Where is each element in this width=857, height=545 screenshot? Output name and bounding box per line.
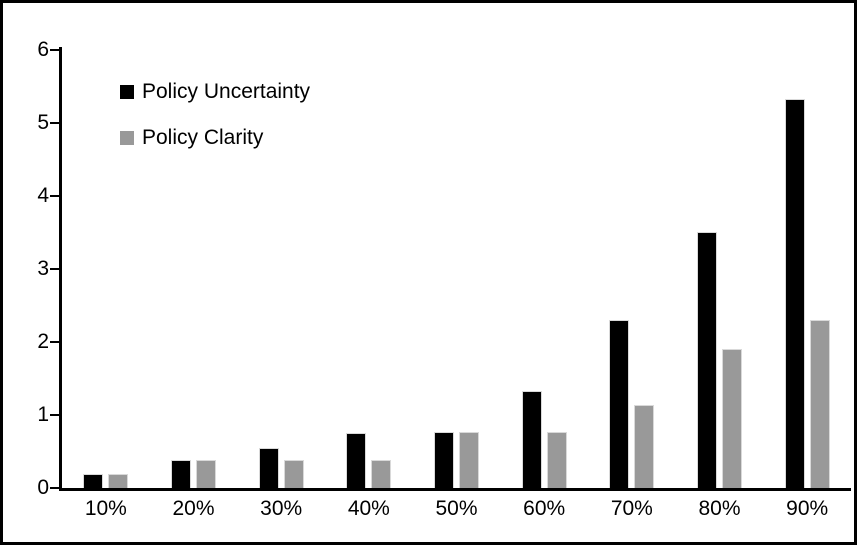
x-tick-label-80%: 80% (698, 497, 741, 520)
legend-swatch-policy-clarity-icon (120, 131, 134, 145)
bar-policy-clarity-50% (458, 432, 479, 488)
legend-item-policy-uncertainty: Policy Uncertainty (120, 79, 310, 105)
x-tick-label-50%: 50% (435, 497, 478, 520)
bar-policy-uncertainty-10% (83, 474, 104, 488)
bar-group-70% (588, 50, 676, 488)
legend-swatch-policy-uncertainty-icon (120, 85, 134, 99)
bar-group-30% (237, 50, 325, 488)
y-tick-label-1: 1 (37, 403, 49, 426)
y-tick-mark-4 (50, 195, 59, 197)
bar-policy-clarity-80% (721, 349, 742, 488)
bar-policy-uncertainty-50% (433, 432, 454, 488)
x-axis-labels: 10% 20% 30% 40% 50% 60% 70% 80% 90% (62, 497, 851, 527)
x-tick-label-30%: 30% (260, 497, 303, 520)
bar-policy-clarity-10% (108, 474, 129, 488)
y-tick-label-5: 5 (37, 111, 49, 134)
x-tick-label-70%: 70% (610, 497, 653, 520)
x-tick-label-40%: 40% (347, 497, 390, 520)
bar-policy-clarity-40% (371, 460, 392, 488)
bar-policy-uncertainty-70% (609, 320, 630, 488)
bar-group-10% (62, 50, 150, 488)
plot-canvas: 0 1 2 3 4 5 6 10% 20% 30% 40% 50% 60% 70% 80% 90% Poli… (3, 3, 854, 542)
x-tick-label-10%: 10% (84, 497, 127, 520)
y-axis-line (59, 47, 62, 491)
bar-group-80% (676, 50, 764, 488)
y-tick-mark-1 (50, 414, 59, 416)
y-tick-label-0: 0 (37, 476, 49, 499)
bar-policy-clarity-30% (283, 460, 304, 488)
bar-group-90% (763, 50, 851, 488)
bar-policy-uncertainty-20% (170, 460, 191, 488)
bar-policy-uncertainty-90% (784, 99, 805, 488)
x-tick-label-60%: 60% (523, 497, 566, 520)
bar-policy-uncertainty-40% (346, 433, 367, 488)
bar-policy-uncertainty-30% (258, 448, 279, 488)
legend-label-policy-uncertainty: Policy Uncertainty (142, 80, 311, 103)
y-tick-label-2: 2 (37, 330, 49, 353)
y-tick-mark-2 (50, 341, 59, 343)
bar-policy-clarity-70% (634, 405, 655, 488)
x-tick-label-90%: 90% (786, 497, 829, 520)
x-tick-label-20%: 20% (172, 497, 215, 520)
bar-policy-clarity-60% (546, 432, 567, 488)
y-tick-label-6: 6 (37, 38, 49, 61)
y-tick-mark-6 (50, 49, 59, 51)
bars-layer (62, 50, 851, 488)
y-tick-mark-0 (50, 487, 59, 489)
y-tick-mark-5 (50, 122, 59, 124)
legend: Policy Uncertainty Policy Clarity (120, 79, 310, 171)
bar-group-40% (325, 50, 413, 488)
bar-policy-uncertainty-80% (696, 232, 717, 488)
y-tick-mark-3 (50, 268, 59, 270)
bar-policy-clarity-90% (809, 320, 830, 488)
x-axis-line (59, 488, 851, 491)
legend-item-policy-clarity: Policy Clarity (120, 125, 310, 151)
bar-group-50% (413, 50, 501, 488)
legend-label-policy-clarity: Policy Clarity (142, 126, 264, 149)
y-tick-label-4: 4 (37, 184, 49, 207)
bar-policy-clarity-20% (195, 460, 216, 488)
bar-group-60% (500, 50, 588, 488)
y-tick-label-3: 3 (37, 257, 49, 280)
bar-policy-uncertainty-60% (521, 391, 542, 488)
bar-group-20% (150, 50, 238, 488)
